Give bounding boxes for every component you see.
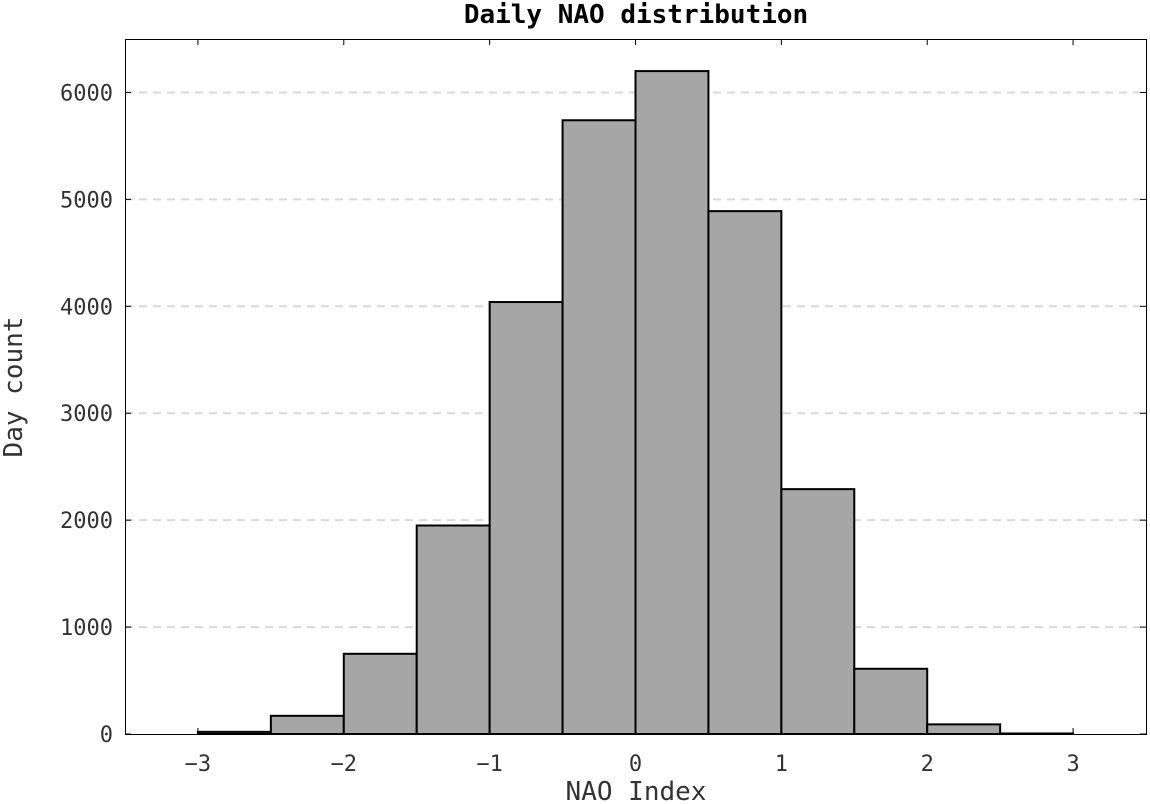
histogram-bar: [707, 210, 783, 735]
x-tick-label: −3: [185, 752, 212, 777]
chart-title: Daily NAO distribution: [464, 0, 808, 30]
x-tick-label: 3: [1066, 752, 1079, 777]
y-tick-label: 3000: [60, 402, 113, 427]
histogram-bar: [780, 488, 856, 735]
y-tick-label: 6000: [60, 81, 113, 106]
histogram-bar: [196, 730, 272, 735]
x-axis-label: NAO Index: [566, 777, 707, 804]
histogram-bar: [415, 524, 491, 735]
histogram-bar: [853, 667, 929, 735]
y-tick-label: 2000: [60, 509, 113, 534]
histogram-bar: [999, 732, 1075, 736]
x-tick-label: −1: [476, 752, 503, 777]
x-tick-label: 0: [629, 752, 642, 777]
histogram-bar: [634, 70, 710, 736]
y-tick-label: 5000: [60, 188, 113, 213]
x-tick-label: 1: [775, 752, 788, 777]
histogram-bar: [561, 119, 637, 735]
y-axis-label: Day count: [0, 317, 29, 458]
x-tick-label: 2: [921, 752, 934, 777]
x-tick-labels: −3 −2 −1 0 1 2 3: [185, 752, 1080, 777]
axis-ticks: [125, 39, 1146, 735]
histogram-bar: [269, 714, 345, 735]
y-tick-label: 4000: [60, 295, 113, 320]
x-tick-label: −2: [331, 752, 358, 777]
y-tick-labels: 0 1000 2000 3000 4000 5000 6000: [60, 81, 113, 748]
y-tick-label: 0: [100, 723, 113, 748]
histogram-bar: [342, 652, 418, 735]
histogram-bar: [488, 301, 564, 735]
y-tick-label: 1000: [60, 616, 113, 641]
bars: [196, 70, 1075, 736]
histogram-bar: [926, 723, 1002, 736]
